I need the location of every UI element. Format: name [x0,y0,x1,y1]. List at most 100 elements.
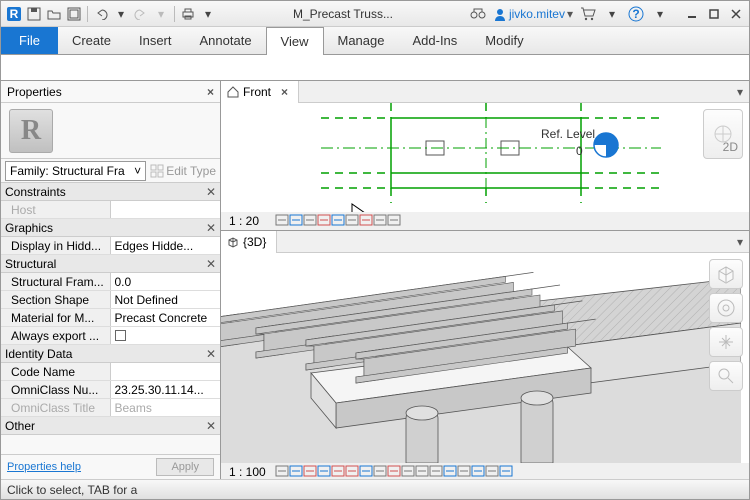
property-row[interactable]: Code Name [1,363,220,381]
view-control-icon[interactable] [289,465,303,477]
binoculars-icon[interactable] [469,5,487,23]
status-hint: Click to select, TAB for a [7,483,137,497]
chevron-down-icon[interactable]: ▾ [651,5,669,23]
view-control-icon[interactable] [415,465,429,477]
user-account[interactable]: jivko.mitev ▾ [493,7,573,21]
zoom-icon[interactable] [709,361,743,391]
pan-icon[interactable] [709,327,743,357]
steering-wheel-icon[interactable] [709,293,743,323]
view-control-icon[interactable] [373,465,387,477]
view-control-icon[interactable] [429,465,443,477]
view-tab-front[interactable]: Front × [221,81,299,103]
view-control-icon[interactable] [359,214,373,226]
edit-type-button[interactable]: Edit Type [150,164,216,178]
view-control-icon[interactable] [401,465,415,477]
scale-display[interactable]: 1 : 100 [229,465,269,479]
viewport-menu-icon[interactable]: ▾ [731,85,749,99]
view-control-icon[interactable] [471,465,485,477]
document-title: M_Precast Truss... [221,7,465,21]
family-dropdown[interactable]: Family: Structural Fra ˅ [5,161,146,181]
svg-text:Ref. Level: Ref. Level [541,127,595,141]
status-bar: Click to select, TAB for a [1,479,749,499]
view-control-icon[interactable] [443,465,457,477]
properties-footer: Properties help Apply [1,455,220,479]
view-control-icon[interactable] [485,465,499,477]
view-control-icon[interactable] [499,465,513,477]
view-control-icon[interactable] [373,214,387,226]
property-row[interactable]: Always export ... [1,327,220,345]
nav-widget-2d[interactable]: 2D [703,109,743,159]
scale-display[interactable]: 1 : 20 [229,214,269,228]
view-control-icon[interactable] [303,214,317,226]
view-tab-label: Front [243,85,271,99]
view-cube[interactable] [709,259,743,289]
chevron-down-icon[interactable]: ▾ [112,5,130,23]
view-control-icon[interactable] [387,214,401,226]
cart-icon[interactable] [579,5,597,23]
view-control-icon[interactable] [289,214,303,226]
view-tab-label: {3D} [243,235,266,249]
sync-icon[interactable] [65,5,83,23]
close-icon[interactable]: × [207,85,214,99]
property-category[interactable]: Graphics✕ [1,219,220,237]
maximize-button[interactable] [705,6,723,22]
open-icon[interactable] [45,5,63,23]
property-row[interactable]: Display in Hidd...Edges Hidde... [1,237,220,255]
property-category[interactable]: Structural✕ [1,255,220,273]
property-category[interactable]: Identity Data✕ [1,345,220,363]
home-icon [227,86,239,98]
ribbon-tabs: File CreateInsertAnnotateViewManageAdd-I… [1,27,749,55]
close-button[interactable] [727,6,745,22]
chevron-down-icon[interactable]: ▾ [603,5,621,23]
file-tab[interactable]: File [1,27,58,54]
save-icon[interactable] [25,5,43,23]
view-control-icon[interactable] [359,465,373,477]
view-control-icon[interactable] [317,214,331,226]
view-control-icon[interactable] [275,214,289,226]
chevron-down-icon[interactable]: ▾ [152,5,170,23]
help-icon[interactable]: ? [627,5,645,23]
view-control-icon[interactable] [331,214,345,226]
property-category[interactable]: Constraints✕ [1,183,220,201]
property-row[interactable]: Host [1,201,220,219]
property-row[interactable]: OmniClass Nu...23.25.30.11.14... [1,381,220,399]
property-category[interactable]: Other✕ [1,417,220,435]
front-canvas[interactable]: Ref. Level0 2D [221,103,749,212]
view-control-icon[interactable] [275,465,289,477]
edit-type-label: Edit Type [166,164,216,178]
property-row[interactable]: Section ShapeNot Defined [1,291,220,309]
property-grid[interactable]: Constraints✕HostGraphics✕Display in Hidd… [1,183,220,455]
svg-text:?: ? [632,7,639,21]
view-tab-3d[interactable]: {3D} [221,231,277,253]
property-row[interactable]: Structural Fram...0.0 [1,273,220,291]
viewport-menu-icon[interactable]: ▾ [731,235,749,249]
ribbon-tab-modify[interactable]: Modify [471,27,537,54]
view-control-icon[interactable] [457,465,471,477]
ribbon-tab-manage[interactable]: Manage [324,27,399,54]
revit-icon[interactable]: R [5,5,23,23]
redo-icon[interactable] [132,5,150,23]
properties-help-link[interactable]: Properties help [7,461,81,473]
print-icon[interactable] [179,5,197,23]
ribbon-tab-insert[interactable]: Insert [125,27,186,54]
cursor-icon [351,203,367,212]
ribbon-tab-view[interactable]: View [266,27,324,55]
chevron-down-icon[interactable]: ▾ [199,5,217,23]
view-control-icon[interactable] [345,214,359,226]
property-row[interactable]: Material for M...Precast Concrete [1,309,220,327]
ribbon-tab-create[interactable]: Create [58,27,125,54]
view-control-icon[interactable] [387,465,401,477]
undo-icon[interactable] [92,5,110,23]
apply-button[interactable]: Apply [156,458,214,476]
3d-canvas[interactable] [221,253,749,463]
property-row[interactable]: OmniClass TitleBeams [1,399,220,417]
view-control-icon[interactable] [345,465,359,477]
view-control-icon[interactable] [303,465,317,477]
title-right: jivko.mitev ▾ ▾ ? ▾ [469,5,745,23]
minimize-button[interactable] [683,6,701,22]
ribbon-tab-add-ins[interactable]: Add-Ins [398,27,471,54]
ribbon-tab-annotate[interactable]: Annotate [186,27,266,54]
view-control-icon[interactable] [331,465,345,477]
view-control-icon[interactable] [317,465,331,477]
close-icon[interactable]: × [281,85,288,99]
